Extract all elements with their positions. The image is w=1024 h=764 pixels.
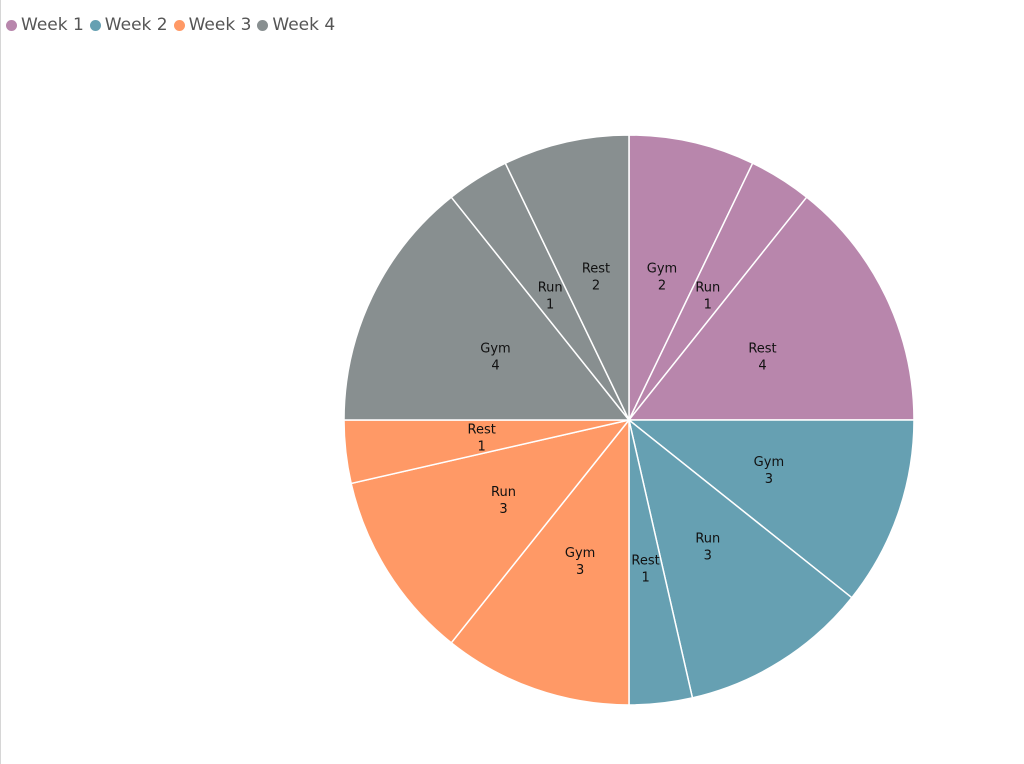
slice-week-1-gym[interactable] — [628, 134, 754, 421]
legend-item-week-3[interactable]: Week 3 — [173, 15, 252, 35]
slice-label-week-2-gym: Gym 3 — [754, 455, 784, 487]
slice-week-2-run[interactable] — [627, 418, 853, 699]
left-border — [0, 0, 1, 764]
legend-marker-week-1 — [6, 19, 17, 31]
legend-item-week-2[interactable]: Week 2 — [89, 15, 168, 35]
slice-label-week-4-gym: Gym 4 — [480, 342, 510, 374]
legend-label-week-4: Week 4 — [272, 15, 336, 35]
slice-label-week-2-run: Run 3 — [695, 532, 720, 564]
legend-marker-week-2 — [89, 19, 101, 31]
slice-label-week-3-rest: Rest 1 — [468, 423, 496, 455]
legend-label-week-3: Week 3 — [188, 15, 252, 35]
slice-week-1-rest[interactable] — [627, 196, 915, 421]
slice-label-week-1-rest: Rest 4 — [748, 342, 776, 374]
slice-label-week-4-rest: Rest 2 — [582, 262, 610, 294]
slice-week-2-gym[interactable] — [626, 419, 915, 599]
slice-week-4-gym[interactable] — [343, 196, 631, 421]
slice-label-week-3-gym: Gym 3 — [565, 546, 595, 578]
slice-label-week-1-run: Run 1 — [695, 281, 720, 313]
pie-labels: Gym 2 Run 1 Rest 4 Gym 3 Run 3 Rest 1 Gym 3 Run 3 Rest 1 G… — [468, 262, 785, 586]
slice-label-week-4-run: Run 1 — [538, 281, 563, 313]
slice-label-week-1-gym: Gym 2 — [647, 262, 677, 294]
pie-slices — [343, 134, 915, 706]
slice-week-4-rest[interactable] — [504, 134, 630, 421]
legend-label-week-2: Week 2 — [104, 15, 168, 35]
slice-week-3-run[interactable] — [350, 418, 631, 644]
legend-label-week-1: Week 1 — [21, 15, 84, 35]
legend-item-week-4[interactable]: Week 4 — [257, 15, 335, 35]
slice-label-week-3-run: Run 3 — [491, 485, 516, 517]
legend-marker-week-3 — [173, 19, 185, 31]
legend: Week 1 Week 2 Week 3 Week 4 — [6, 15, 341, 35]
slice-label-week-2-rest: Rest 1 — [631, 553, 659, 585]
legend-marker-week-4 — [257, 19, 269, 31]
legend-item-week-1[interactable]: Week 1 — [6, 15, 84, 35]
slice-week-3-gym[interactable] — [450, 417, 630, 706]
